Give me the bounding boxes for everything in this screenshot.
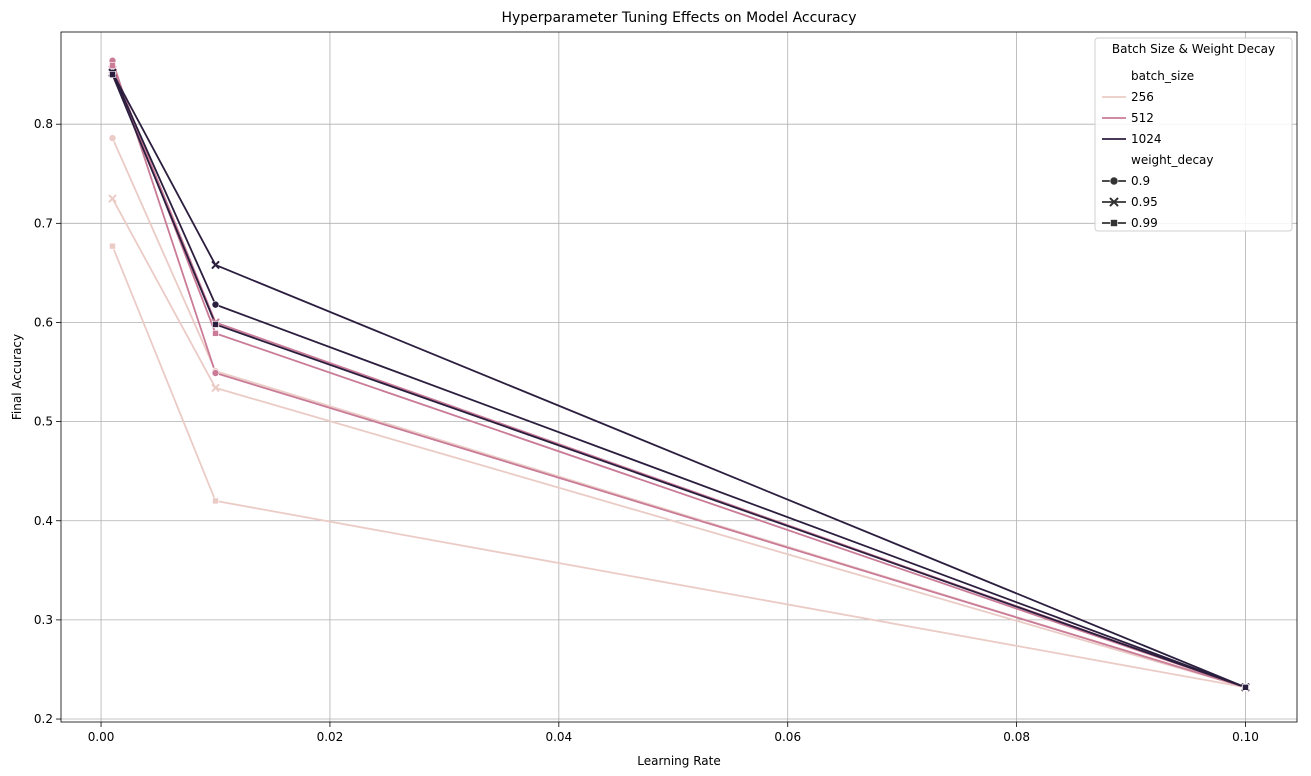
legend-marker-0.9 <box>1109 176 1119 186</box>
legend-style-title: weight_decay <box>1131 153 1214 167</box>
legend-box <box>1094 37 1293 232</box>
legend-marker-0.99 <box>1110 219 1118 227</box>
data-point-bs512-wd0.99 <box>212 330 219 337</box>
data-point-bs1024-wd0.99 <box>1242 684 1249 691</box>
data-point-bs256-wd0.95 <box>211 383 220 392</box>
y-axis-title: Final Accuracy <box>10 334 24 420</box>
x-tick-label: 0.02 <box>317 730 344 744</box>
series-markers <box>108 56 1250 692</box>
y-tick-label: 0.7 <box>34 216 53 230</box>
plot-frame <box>60 31 1298 723</box>
data-point-bs512-wd0.99 <box>109 62 116 70</box>
legend-label-wd-0.95: 0.95 <box>1131 195 1158 209</box>
legend-label-256: 256 <box>1131 90 1154 104</box>
data-point-bs1024-wd0.99 <box>212 321 219 328</box>
x-tick-label: 0.00 <box>88 730 115 744</box>
data-point-bs1024-wd0.95 <box>211 260 220 269</box>
legend-label-512: 512 <box>1131 111 1154 125</box>
data-point-bs1024-wd0.99 <box>109 71 116 78</box>
data-point-bs256-wd0.9 <box>108 134 117 142</box>
tick-labels: 0.00 0.02 0.04 0.06 0.08 0.10 0.2 0.3 0.4 0.5 0.6 0… <box>34 117 1259 744</box>
x-tick-label: 0.08 <box>1003 730 1030 744</box>
chart-title: Hyperparameter Tuning Effects on Model A… <box>501 10 856 26</box>
legend-label-wd-0.9: 0.9 <box>1131 174 1150 188</box>
x-tick-label: 0.04 <box>545 730 572 744</box>
grid <box>61 32 1297 722</box>
x-tick-label: 0.10 <box>1232 730 1259 744</box>
y-tick-label: 0.5 <box>34 415 53 429</box>
data-point-bs256-wd0.99 <box>109 242 116 250</box>
legend-label-wd-0.99: 0.99 <box>1131 216 1158 230</box>
data-point-bs256-wd0.99 <box>212 497 219 505</box>
legend: Batch Size & Weight Decay batch_size 256 51… <box>1094 37 1293 232</box>
x-tick-label: 0.06 <box>774 730 801 744</box>
y-tick-label: 0.2 <box>34 712 53 726</box>
data-point-bs512-wd0.9 <box>211 369 220 377</box>
y-tick-label: 0.4 <box>34 514 53 528</box>
axes <box>56 31 1298 727</box>
legend-hue-title: batch_size <box>1131 69 1194 83</box>
data-point-bs1024-wd0.9 <box>211 300 220 309</box>
legend-label-1024: 1024 <box>1131 132 1162 146</box>
y-tick-label: 0.6 <box>34 315 53 329</box>
legend-title: Batch Size & Weight Decay <box>1112 42 1275 56</box>
data-point-bs256-wd0.95 <box>108 194 117 203</box>
y-tick-label: 0.3 <box>34 613 53 627</box>
x-axis-title: Learning Rate <box>637 754 720 768</box>
legend-marker-0.95 <box>1109 197 1119 207</box>
y-tick-label: 0.8 <box>34 117 53 131</box>
